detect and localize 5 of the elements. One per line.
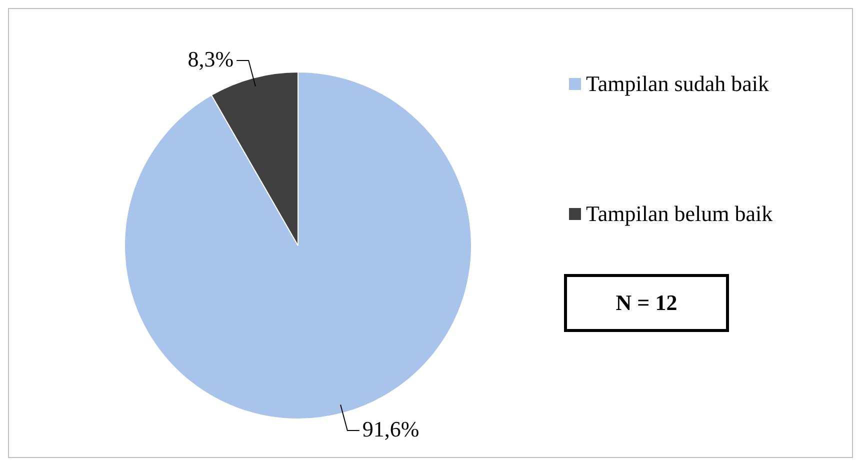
data-label: 91,6% (362, 416, 420, 442)
text: N = 12 (564, 274, 729, 332)
data-label: 8,3% (188, 46, 234, 72)
legend-label: Tampilan sudah baik (586, 71, 769, 97)
legend-label: Tampilan belum baik (586, 201, 773, 227)
